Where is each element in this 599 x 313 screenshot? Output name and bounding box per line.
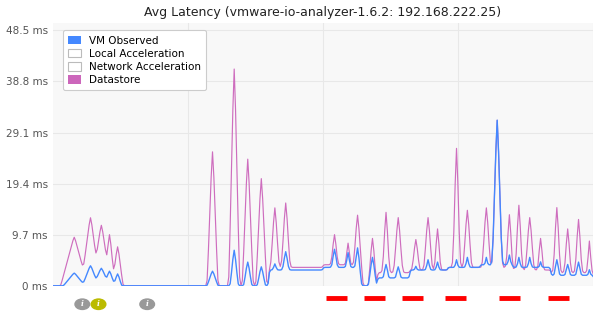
Text: i: i	[81, 300, 84, 308]
Text: i: i	[97, 300, 100, 308]
Text: i: i	[146, 300, 149, 308]
Ellipse shape	[91, 299, 106, 310]
Ellipse shape	[140, 299, 155, 310]
Title: Avg Latency (vmware-io-analyzer-1.6.2: 192.168.222.25): Avg Latency (vmware-io-analyzer-1.6.2: 1…	[144, 6, 501, 18]
Ellipse shape	[75, 299, 90, 310]
Legend: VM Observed, Local Acceleration, Network Acceleration, Datastore: VM Observed, Local Acceleration, Network…	[63, 30, 207, 90]
